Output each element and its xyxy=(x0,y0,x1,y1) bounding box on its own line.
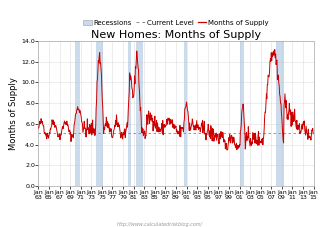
Bar xyxy=(96,41,103,186)
Bar xyxy=(276,41,284,186)
Bar xyxy=(136,41,143,186)
Legend: Recessions, Current Level, Months of Supply: Recessions, Current Level, Months of Sup… xyxy=(83,20,269,26)
Y-axis label: Months of Supply: Months of Supply xyxy=(9,77,19,150)
Bar xyxy=(240,41,244,186)
Text: http://www.calculatedriskblog.com/: http://www.calculatedriskblog.com/ xyxy=(117,222,203,227)
Title: New Homes: Months of Supply: New Homes: Months of Supply xyxy=(91,30,261,40)
Bar xyxy=(184,41,188,186)
Bar xyxy=(75,41,80,186)
Bar xyxy=(128,41,131,186)
